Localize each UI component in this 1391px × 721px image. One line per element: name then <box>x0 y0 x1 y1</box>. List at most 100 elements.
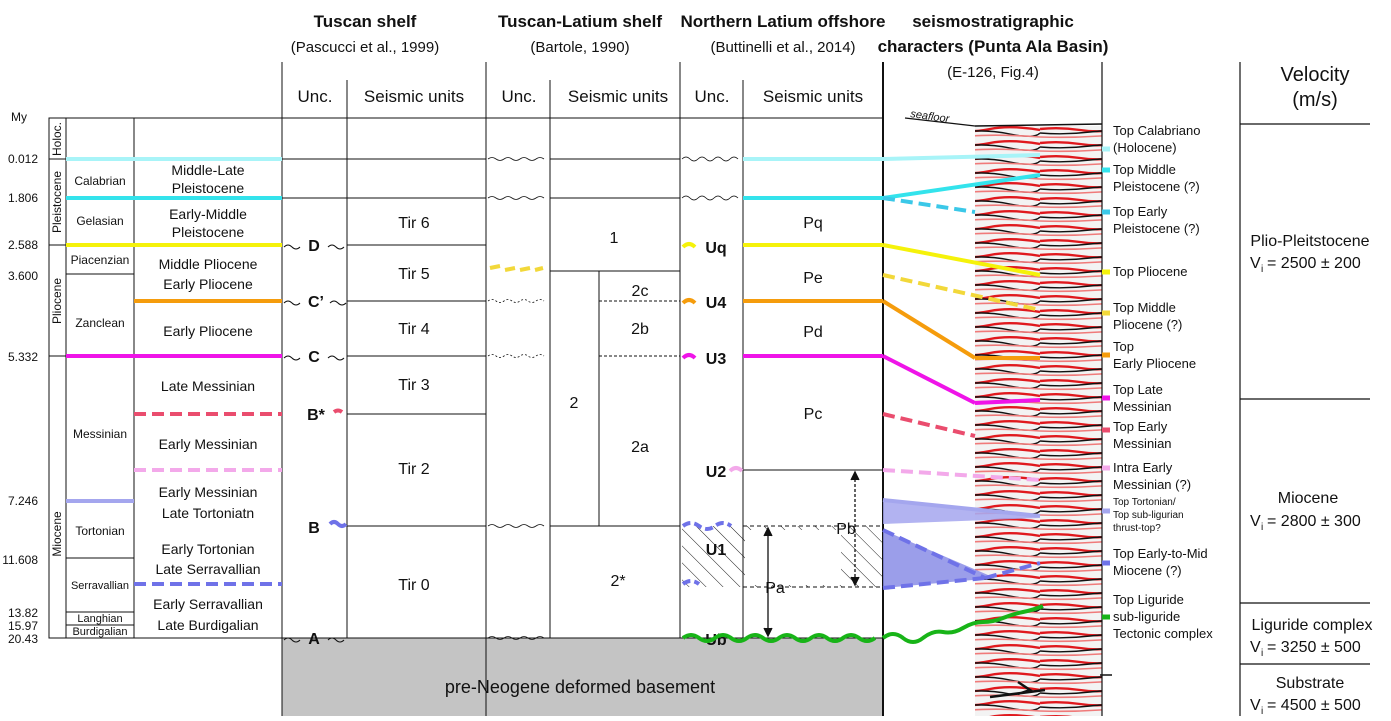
interval-label: Early Messinian <box>159 484 258 500</box>
northern-unit: Pc <box>804 406 823 423</box>
my-label: My <box>11 110 27 124</box>
time-scale: My 0.012 1.806 2.588 3.600 5.332 7.246 1… <box>2 110 283 646</box>
horizon-label: Messinian (?) <box>1113 477 1191 492</box>
basement-area <box>282 638 883 716</box>
interval-label: Late Burdigalian <box>157 617 258 633</box>
stage-serravallian: Serravallian <box>71 580 129 592</box>
velocity-value: = 2800 ± 300 <box>1267 513 1361 530</box>
horizon-label: Top Early <box>1113 204 1168 219</box>
latium-unit-labels: 1 2c 2b 2 2a 2* <box>570 230 649 590</box>
interval-label: Late Serravallian <box>155 561 260 577</box>
tuscan-unit: Tir 4 <box>398 321 430 338</box>
epoch-holocene: Holoc. <box>50 122 64 156</box>
horizon-label: Top Middle <box>1113 300 1176 315</box>
interval-label: Early Pliocene <box>163 276 253 292</box>
horizon-label: Top Early-to-Mid <box>1113 546 1208 561</box>
seismo-title-2: characters (Punta Ala Basin) <box>878 37 1109 56</box>
velocity-symbol: V <box>1250 513 1261 530</box>
tuscan-units-header: Seismic units <box>364 87 464 106</box>
horizon-label: Top Calabriano <box>1113 123 1200 138</box>
age-label: 2.588 <box>8 238 38 252</box>
age-label: 5.332 <box>8 350 38 364</box>
latium-unit: 2c <box>632 283 649 300</box>
tuscan-unc-header: Unc. <box>298 87 333 106</box>
horizon-label: Top <box>1113 339 1134 354</box>
horizon-label: (Holocene) <box>1113 140 1177 155</box>
horizon-label: thrust-top? <box>1113 523 1161 534</box>
latium-units-header: Seismic units <box>568 87 668 106</box>
horizon-label: Top Early <box>1113 419 1168 434</box>
tuscan-unit: Tir 6 <box>398 215 430 232</box>
stage-calabrian: Calabrian <box>74 174 125 188</box>
age-label: 15.97 <box>8 619 38 633</box>
stage-gelasian: Gelasian <box>76 214 123 228</box>
tuscan-squiggles <box>283 244 347 643</box>
latium-wavy-lines <box>487 157 545 640</box>
interval-label: Late Messinian <box>161 378 255 394</box>
northern-unit: Pb <box>836 521 856 538</box>
northern-units-header: Seismic units <box>763 87 863 106</box>
unc-d: D <box>308 238 320 255</box>
horizon-label: Pleistocene (?) <box>1113 221 1200 236</box>
tuscan-unit: Tir 3 <box>398 377 430 394</box>
unc-b: B <box>308 520 320 537</box>
header-seismo: seismostratigraphic characters (Punta Al… <box>878 12 1109 81</box>
interval-label: Early Tortonian <box>161 541 254 557</box>
tuscan-unit: Tir 2 <box>398 461 430 478</box>
horizon-labels: Top Calabriano (Holocene) Top Middle Ple… <box>1113 123 1213 641</box>
latium-unc-header: Unc. <box>502 87 537 106</box>
tuscan-shelf-source: (Pascucci et al., 1999) <box>291 39 439 56</box>
seafloor-label: seafloor <box>910 108 952 126</box>
horizon-label: sub-liguride <box>1113 609 1180 624</box>
velocity-unit: (m/s) <box>1292 89 1338 111</box>
unc-a: A <box>308 631 320 648</box>
velocity-column <box>1239 62 1370 716</box>
thickness-arrows <box>763 470 860 638</box>
northern-wavy-lines <box>681 156 739 201</box>
interval-label: Early Serravallian <box>153 596 263 612</box>
age-label: 13.82 <box>8 606 38 620</box>
velocity-symbol: V <box>1250 255 1261 272</box>
horizon-label: Top Liguride <box>1113 592 1184 607</box>
stage-langhian: Langhian <box>77 613 122 625</box>
interval-label: Pleistocene <box>172 224 245 240</box>
velocity-name: Miocene <box>1278 490 1339 507</box>
age-label: 3.600 <box>8 269 38 283</box>
horizon-label: Pliocene (?) <box>1113 317 1182 332</box>
stage-piacenzian: Piacenzian <box>71 253 130 267</box>
latium-unit: 2* <box>610 573 625 590</box>
velocity-symbol: V <box>1250 697 1261 714</box>
northern-unit: Pa <box>765 580 785 597</box>
northern-unit: Pq <box>803 215 823 232</box>
tuscan-unit-labels: Tir 6 Tir 5 Tir 4 Tir 3 Tir 2 Tir 0 <box>398 215 430 594</box>
velocity-name: Liguride complex <box>1252 617 1373 634</box>
velocity-subscript: i <box>1261 648 1263 659</box>
horizon-label: Pleistocene (?) <box>1113 179 1200 194</box>
horizon-label: Intra Early <box>1113 460 1173 475</box>
latium-unit: 2 <box>570 395 579 412</box>
age-label: 20.43 <box>8 632 38 646</box>
velocity-name: Plio-Pleitstocene <box>1250 233 1369 250</box>
northern-unit-labels: Pq Pe Pd Pc Pb Pa <box>765 215 856 597</box>
horizon-label: Top Pliocene <box>1113 264 1187 279</box>
latium-unit: 2b <box>631 321 649 338</box>
northern-latium-source: (Buttinelli et al., 2014) <box>710 39 855 56</box>
velocity-title: Velocity <box>1281 64 1350 86</box>
tuscan-latium-table <box>486 62 681 639</box>
tuscan-latium-source: (Bartole, 1990) <box>530 39 629 56</box>
horizon-label: Messinian <box>1113 399 1172 414</box>
unc-c-prime: C’ <box>308 294 324 311</box>
header-velocity: Velocity (m/s) <box>1281 64 1350 111</box>
velocity-symbol: V <box>1250 639 1261 656</box>
interval-label: Early-Middle <box>169 206 247 222</box>
epoch-pleistocene: Pleistocene <box>50 171 64 233</box>
seismo-source: (E-126, Fig.4) <box>947 64 1039 81</box>
age-label: 7.246 <box>8 494 38 508</box>
horizon-label: Messinian <box>1113 436 1172 451</box>
stage-tortonian: Tortonian <box>75 524 124 538</box>
tuscan-unit: Tir 0 <box>398 577 430 594</box>
horizon-label: Early Pliocene <box>1113 356 1196 371</box>
seismic-section <box>975 126 1102 716</box>
northern-unconformity-labels: Uq U4 U3 U2 U1 Ub <box>705 240 727 649</box>
